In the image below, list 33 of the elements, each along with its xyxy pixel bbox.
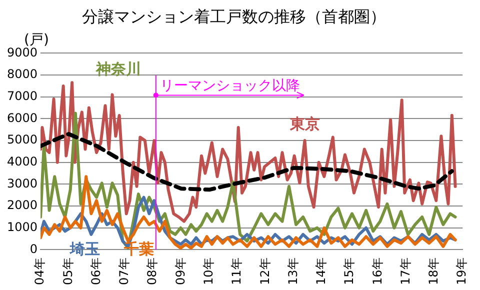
y-tick-label: 4000 bbox=[6, 154, 38, 169]
y-tick-label: 8000 bbox=[6, 67, 38, 82]
x-tick-label: 17年 bbox=[398, 258, 412, 286]
y-tick-label: 0 bbox=[30, 242, 38, 256]
x-tick-label: 06年 bbox=[88, 258, 103, 286]
y-tick-label: 5000 bbox=[6, 132, 38, 147]
ref-line-label: リーマンショック以降 bbox=[160, 78, 300, 94]
x-tick-label: 08年 bbox=[145, 258, 160, 286]
series-label: 千葉 bbox=[123, 240, 154, 258]
y-tick-label: 6000 bbox=[6, 110, 38, 125]
y-tick-label: 9000 bbox=[6, 45, 38, 60]
line-series bbox=[40, 132, 454, 192]
x-tick-label: 12年 bbox=[258, 258, 272, 286]
y-tick-label: 2000 bbox=[6, 198, 38, 212]
text: 神奈川 bbox=[95, 60, 141, 78]
y-tick-label: 1000 bbox=[6, 220, 38, 234]
y-tick-label: 3000 bbox=[6, 176, 38, 190]
x-tick-label: 16年 bbox=[370, 258, 384, 286]
x-tick-label: 10年 bbox=[201, 258, 216, 286]
series-label: 東京 bbox=[289, 114, 320, 133]
x-tick-label: 18年 bbox=[426, 258, 441, 286]
x-tick-label: 04年 bbox=[32, 258, 47, 286]
x-tick-label: 05年 bbox=[60, 258, 75, 286]
x-tick-label: 19年 bbox=[454, 258, 469, 286]
x-tick-label: 09年 bbox=[173, 258, 188, 286]
chart-title: 分譲マンション着工戸数の推移（首都圏） bbox=[82, 6, 386, 26]
x-tick-label: 13年 bbox=[286, 258, 300, 286]
y-tick-label: 7000 bbox=[6, 89, 38, 103]
y-axis-title: (戸) bbox=[24, 32, 49, 48]
x-tick-label: 11年 bbox=[230, 258, 244, 286]
x-tick-label: 07年 bbox=[117, 258, 132, 286]
x-tick-label: 14年 bbox=[314, 258, 328, 286]
x-tick-label: 15年 bbox=[342, 258, 356, 286]
